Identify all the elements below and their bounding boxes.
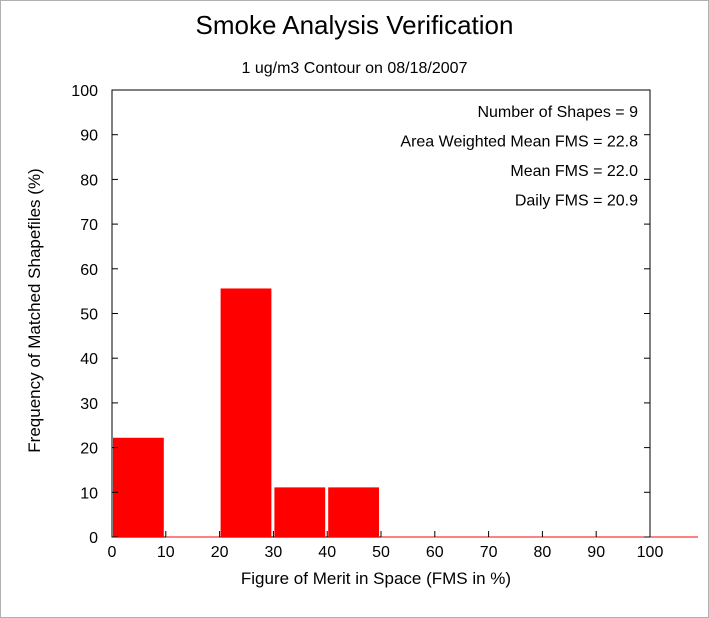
x-tick-label-80: 80 xyxy=(534,544,552,561)
y-tick-label-90: 90 xyxy=(80,128,98,145)
x-tick-label-30: 30 xyxy=(265,544,283,561)
annotation-1: Number of Shapes = 9 xyxy=(477,104,638,121)
bar-30-40 xyxy=(274,487,326,537)
annotation-2: Area Weighted Mean FMS = 22.8 xyxy=(400,134,638,151)
x-tick-label-0: 0 xyxy=(108,544,117,561)
x-tick-label-70: 70 xyxy=(480,544,498,561)
y-tick-label-0: 0 xyxy=(89,530,98,547)
bar-0-10 xyxy=(113,437,164,537)
x-tick-label-40: 40 xyxy=(318,544,336,561)
x-tick-label-10: 10 xyxy=(157,544,175,561)
y-tick-label-60: 60 xyxy=(80,262,98,279)
y-tick-label-70: 70 xyxy=(80,217,98,234)
y-axis-title: Frequency of Matched Shapefiles (%) xyxy=(25,168,44,452)
y-tick-label-50: 50 xyxy=(80,307,98,324)
chart-subtitle: 1 ug/m3 Contour on 08/18/2007 xyxy=(241,60,468,77)
x-tick-label-60: 60 xyxy=(426,544,444,561)
x-tick-label-90: 90 xyxy=(587,544,605,561)
plot-area-border xyxy=(111,89,651,538)
x-tick-label-20: 20 xyxy=(211,544,229,561)
x-tick-label-100: 100 xyxy=(637,544,664,561)
chart-title: Smoke Analysis Verification xyxy=(195,10,514,40)
y-tick-label-20: 20 xyxy=(80,441,98,458)
bar-20-30 xyxy=(220,288,272,537)
y-tick-label-10: 10 xyxy=(80,485,98,502)
annotation-4: Daily FMS = 20.9 xyxy=(515,193,638,210)
x-tick-label-50: 50 xyxy=(372,544,390,561)
annotation-3: Mean FMS = 22.0 xyxy=(510,163,638,180)
y-tick-label-40: 40 xyxy=(80,351,98,368)
bar-40-50 xyxy=(328,487,379,537)
y-tick-label-80: 80 xyxy=(80,172,98,189)
y-tick-label-100: 100 xyxy=(71,83,98,100)
y-tick-label-30: 30 xyxy=(80,396,98,413)
x-axis-title: Figure of Merit in Space (FMS in %) xyxy=(241,569,511,588)
